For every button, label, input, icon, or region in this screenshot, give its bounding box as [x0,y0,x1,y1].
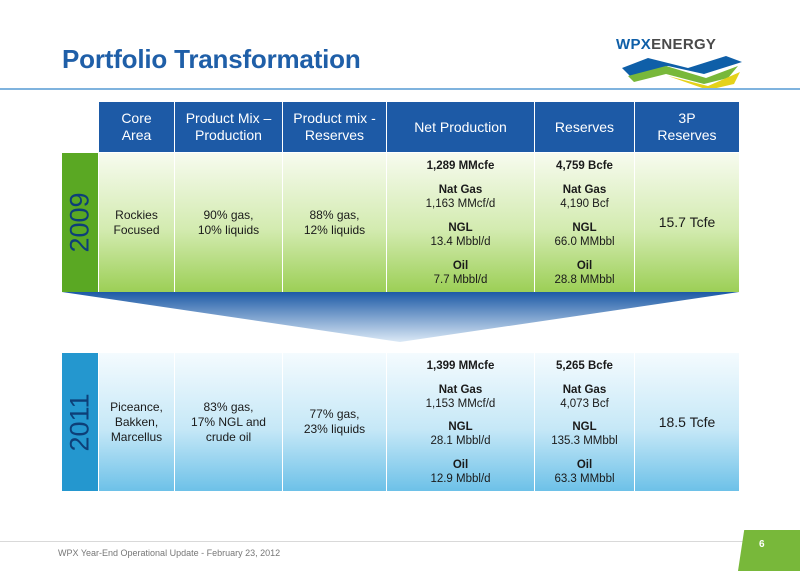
ngl-value: 28.1 Mbbl/d [430,435,491,448]
page-number: 6 [759,539,765,550]
header-product-mix-reserves: Product mix - Reserves [283,102,387,152]
mix-production-cell: 83% gas, 17% NGL and crude oil [175,353,283,491]
oil-label: Oil [452,458,469,471]
reserves-total: 5,265 Bcfe [556,360,613,372]
gas-value: 1,153 MMcf/d [425,397,496,410]
logo-wordmark: WPXENERGY [616,36,717,53]
gas-value: 4,073 Bcf [560,397,609,410]
core-area-cell: Piceance, Bakken, Marcellus [99,353,175,491]
oil-label: Oil [576,260,593,272]
transition-arrow [62,292,739,342]
page-number-badge [738,530,800,571]
logo-swoosh-icon [622,56,742,90]
footer-text: WPX Year-End Operational Update - Februa… [58,548,281,558]
table-row-2011: Piceance, Bakken, Marcellus 83% gas, 17%… [99,353,739,491]
core-area-cell: Rockies Focused [99,153,175,292]
slide-title: Portfolio Transformation [62,44,361,74]
gas-value: 4,190 Bcf [560,198,609,210]
header-3p-reserves: 3P Reserves [657,110,717,143]
ngl-label: NGL [448,421,473,434]
reserves-3p-cell: 15.7 Tcfe [658,214,716,230]
ngl-value: 66.0 MMbbl [554,236,615,248]
reserves-total: 4,759 Bcfe [556,160,613,172]
oil-value: 12.9 Mbbl/d [430,472,491,485]
reserves-cell: 4,759 Bcfe Nat Gas 4,190 Bcf NGL 66.0 MMbb… [535,153,635,292]
oil-label: Oil [576,458,593,471]
mix-reserves-cell: 88% gas, 12% liquids [283,153,387,292]
gas-label: Nat Gas [562,383,607,396]
header-reserves: Reserves [535,102,635,152]
mix-production-cell: 90% gas, 10% liquids [175,153,283,292]
oil-value: 63.3 MMbbl [554,472,615,485]
ngl-label: NGL [572,421,597,434]
gas-label: Nat Gas [562,184,607,196]
ngl-value: 13.4 Mbbl/d [430,236,491,248]
ngl-value: 135.3 MMbbl [551,435,618,448]
net-production-cell: 1,289 MMcfe Nat Gas 1,163 MMcf/d NGL 13.4 … [387,153,535,292]
net-production-total: 1,399 MMcfe [426,360,495,372]
year-label-2011: 2011 [62,353,98,491]
header-product-mix-production: Product Mix – Production [175,102,283,152]
header-net-production: Net Production [387,102,535,152]
mix-reserves-cell: 77% gas, 23% liquids [283,353,387,491]
net-production-cell: 1,399 MMcfe Nat Gas 1,153 MMcf/d NGL 28.1 … [387,353,535,491]
table-header-row: Core Area Product Mix – Production Produ… [99,102,739,152]
oil-value: 28.8 MMbbl [554,274,615,286]
footer-rule [0,541,800,542]
net-production-total: 1,289 MMcfe [426,160,495,172]
ngl-label: NGL [572,222,597,234]
table-row-2009: Rockies Focused 90% gas, 10% liquids 88%… [99,153,739,292]
wpx-energy-logo: WPXENERGY [608,36,768,90]
reserves-3p-cell: 18.5 Tcfe [658,413,716,430]
gas-label: Nat Gas [438,184,483,196]
ngl-label: NGL [448,222,473,234]
title-rule [0,88,800,90]
header-core-area: Core Area [99,102,175,152]
gas-label: Nat Gas [438,383,483,396]
gas-value: 1,163 MMcf/d [425,198,496,210]
oil-label: Oil [452,260,469,272]
oil-value: 7.7 Mbbl/d [433,274,488,286]
reserves-cell: 5,265 Bcfe Nat Gas 4,073 Bcf NGL 135.3 MMb… [535,353,635,491]
year-label-2009: 2009 [62,153,98,292]
